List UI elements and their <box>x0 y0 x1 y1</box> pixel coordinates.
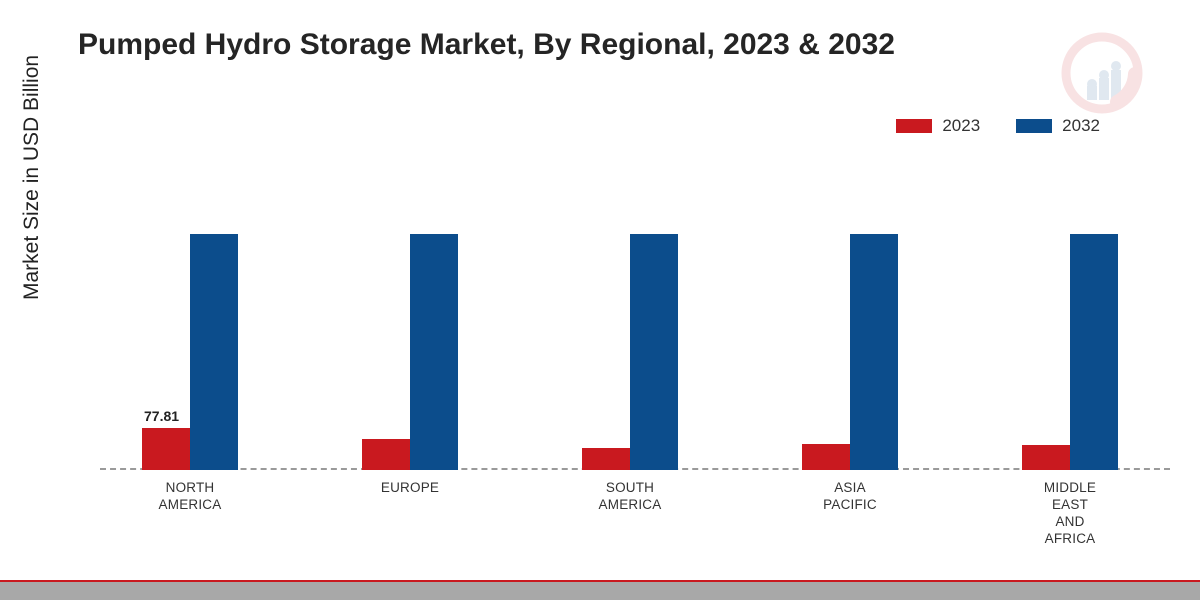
bar-group: SOUTHAMERICA <box>560 234 700 470</box>
bar-group: 77.81NORTHAMERICA <box>120 234 260 470</box>
bar-2023 <box>802 444 850 470</box>
bar-group: ASIAPACIFIC <box>780 234 920 470</box>
bar-2032 <box>1070 234 1118 470</box>
bar-2032 <box>850 234 898 470</box>
bar-group: MIDDLEEASTANDAFRICA <box>1000 234 1140 470</box>
brand-logo <box>1059 30 1145 121</box>
x-axis-category-label: MIDDLEEASTANDAFRICA <box>1044 480 1096 548</box>
bar-2032 <box>190 234 238 470</box>
x-axis-category-label: EUROPE <box>381 480 439 497</box>
bar-group: EUROPE <box>340 234 480 470</box>
chart-title: Pumped Hydro Storage Market, By Regional… <box>78 28 895 62</box>
bar-2032 <box>410 234 458 470</box>
x-axis-category-label: SOUTHAMERICA <box>599 480 662 514</box>
bar-2023 <box>142 428 190 470</box>
x-axis-category-label: ASIAPACIFIC <box>823 480 877 514</box>
plot-area: 77.81NORTHAMERICA EUROPE SOUTHAMERICA ASIAP… <box>100 170 1170 470</box>
bar-2032 <box>630 234 678 470</box>
legend-label-2023: 2023 <box>942 116 980 136</box>
legend-label-2032: 2032 <box>1062 116 1100 136</box>
x-axis-category-label: NORTHAMERICA <box>159 480 222 514</box>
bar-2023 <box>362 439 410 470</box>
bar-value-label: 77.81 <box>144 408 179 424</box>
bar-2023 <box>582 448 630 471</box>
legend-item-2032: 2032 <box>1016 116 1100 136</box>
legend-swatch-2032 <box>1016 119 1052 133</box>
legend-item-2023: 2023 <box>896 116 980 136</box>
legend-swatch-2023 <box>896 119 932 133</box>
bar-2023 <box>1022 445 1070 470</box>
footer-bar <box>0 582 1200 600</box>
y-axis-label: Market Size in USD Billion <box>20 55 44 300</box>
legend: 2023 2032 <box>896 116 1100 136</box>
